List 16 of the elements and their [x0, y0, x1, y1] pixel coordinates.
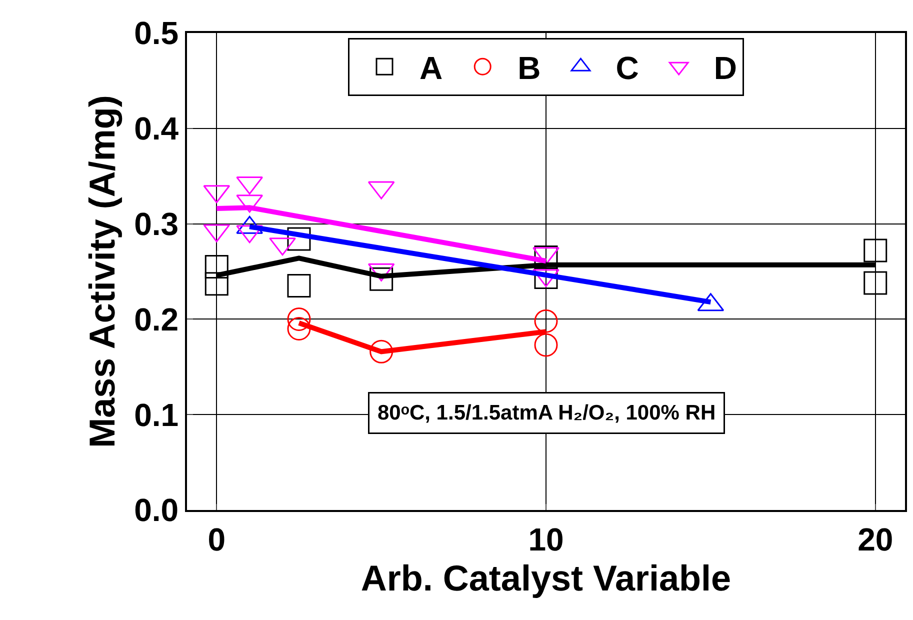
y-tick-label: 0.1 — [134, 396, 179, 433]
y-tick-label: 0.0 — [134, 492, 179, 528]
x-tick-label: 10 — [528, 521, 564, 558]
x-axis-title: Arb. Catalyst Variable — [360, 557, 732, 598]
legend-label: B — [518, 50, 541, 86]
legend-label: A — [420, 50, 443, 86]
x-tick-label: 20 — [858, 521, 894, 558]
legend-label: C — [616, 50, 639, 86]
legend-label: D — [714, 50, 737, 86]
y-tick-label: 0.4 — [134, 110, 179, 147]
y-tick-label: 0.2 — [134, 301, 179, 338]
y-tick-label: 0.3 — [134, 206, 179, 242]
x-tick-label: 0 — [208, 521, 226, 558]
annotation: 80ᵒC, 1.5/1.5atmA H₂/O₂, 100% RH — [378, 402, 716, 424]
y-tick-label: 0.5 — [134, 15, 179, 52]
y-axis-title: Mass Activity (A/mg) — [82, 95, 123, 448]
